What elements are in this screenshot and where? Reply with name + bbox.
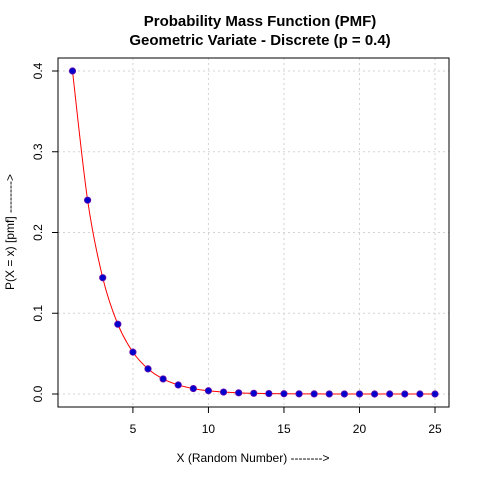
y-tick-label: 0.0: [31, 385, 45, 402]
data-point: [355, 390, 364, 398]
y-tick-label: 0.1: [31, 305, 45, 322]
x-tick-label: 10: [202, 422, 216, 436]
data-point: [265, 389, 273, 398]
data-point: [401, 390, 409, 398]
y-tick-label: 0.4: [31, 62, 45, 79]
data-point: [370, 390, 379, 398]
data-point: [416, 390, 424, 398]
chart-subtitle: Geometric Variate - Discrete (p = 0.4): [129, 32, 390, 49]
y-axis-label: P(X = x) [pmf] -------->: [3, 174, 17, 290]
data-point: [280, 390, 288, 398]
data-point: [68, 67, 77, 75]
data-point: [159, 375, 167, 383]
data-point: [386, 390, 394, 398]
x-tick-label: 5: [130, 422, 137, 436]
x-tick-label: 25: [428, 422, 442, 436]
data-point: [325, 390, 333, 398]
data-point: [99, 274, 107, 282]
data-point: [144, 365, 152, 373]
y-tick-label: 0.3: [31, 143, 45, 160]
data-point: [204, 387, 213, 395]
data-point: [431, 390, 439, 398]
data-point: [84, 196, 92, 204]
x-tick-label: 15: [277, 422, 291, 436]
x-axis-label: X (Random Number) -------->: [176, 451, 329, 465]
data-point: [129, 348, 137, 356]
chart-title: Probability Mass Function (PMF): [144, 13, 377, 30]
data-point: [235, 389, 243, 397]
data-point: [295, 390, 303, 398]
data-point: [219, 388, 228, 396]
y-tick-label: 0.2: [31, 224, 45, 241]
data-point: [114, 320, 122, 328]
series-layer: [68, 67, 439, 398]
x-tick-label: 20: [353, 422, 367, 436]
data-point: [189, 384, 197, 393]
data-point: [250, 389, 258, 397]
data-point: [340, 390, 348, 398]
data-point: [310, 390, 318, 398]
y-axis: 0.0 0.1 0.2 0.3 0.4: [31, 62, 58, 402]
x-axis: 5 10 15 20 25: [130, 407, 442, 436]
grid-lines: [58, 58, 449, 407]
data-point: [174, 381, 182, 389]
